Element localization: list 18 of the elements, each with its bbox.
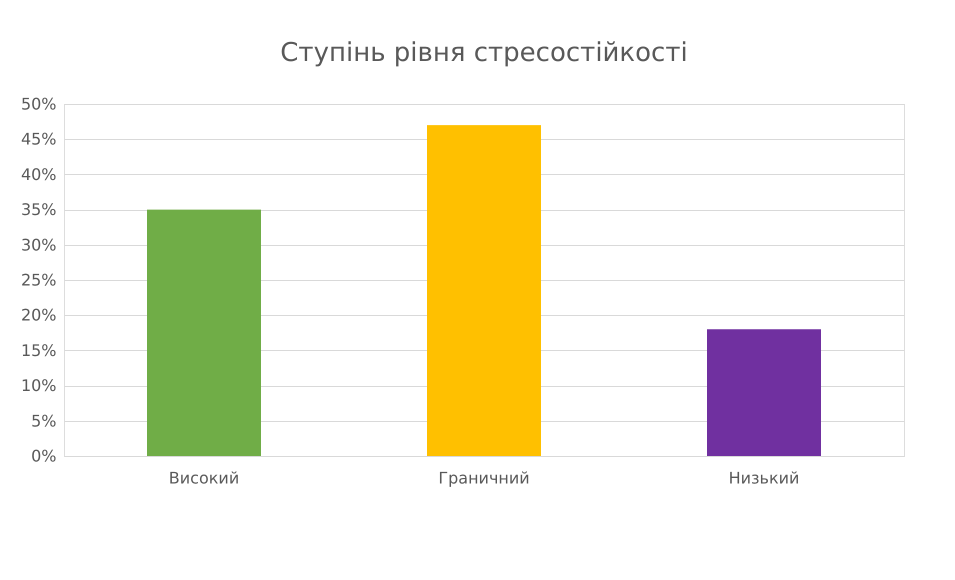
x-tick-label: Граничний: [438, 468, 530, 488]
x-tick-label: Низький: [728, 468, 800, 488]
bar: [147, 210, 261, 456]
y-tick-label: 20%: [20, 306, 56, 325]
y-tick-label: 15%: [20, 340, 56, 360]
y-tick-label: 40%: [20, 164, 56, 184]
y-tick-label: 10%: [20, 376, 56, 396]
y-tick-label: 25%: [20, 270, 56, 290]
y-tick-label: 5%: [31, 411, 56, 430]
y-tick-label: 0%: [31, 446, 56, 466]
y-tick-label: 45%: [20, 130, 56, 149]
chart-title: Ступінь рівня стресостійкості: [280, 38, 688, 68]
bar: [707, 329, 821, 456]
y-tick-label: 30%: [20, 235, 56, 254]
y-tick-label: 35%: [20, 200, 56, 220]
bar: [427, 125, 541, 456]
y-tick-label: 50%: [20, 94, 56, 114]
x-tick-label: Високий: [168, 468, 240, 488]
